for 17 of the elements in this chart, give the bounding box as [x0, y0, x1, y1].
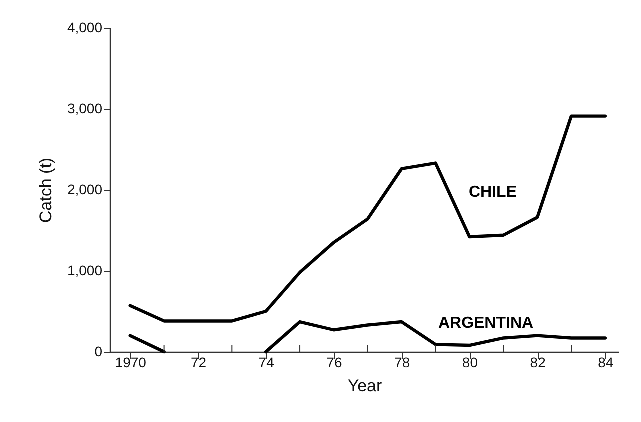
x-tick-label: 74	[258, 354, 275, 370]
series-label: CHILE	[469, 184, 518, 201]
x-tick-label: 82	[530, 354, 546, 370]
y-axis-title: Catch (t)	[36, 158, 56, 224]
y-tick-label: 1,000	[67, 262, 103, 278]
x-tick-label: 76	[326, 354, 342, 370]
x-tick-label: 84	[598, 354, 614, 370]
x-tick-label: 72	[190, 354, 207, 370]
x-tick-label: 80	[462, 354, 478, 370]
x-tick-label: 78	[394, 354, 410, 370]
series-label: ARGENTINA	[438, 315, 534, 332]
x-axis-title: Year	[348, 376, 383, 396]
x-tick-label: 1970	[115, 354, 147, 370]
y-tick-label: 0	[94, 344, 103, 360]
y-tick-label: 2,000	[67, 182, 103, 198]
y-tick-label: 4,000	[67, 20, 103, 36]
y-tick-label: 3,000	[67, 100, 103, 116]
